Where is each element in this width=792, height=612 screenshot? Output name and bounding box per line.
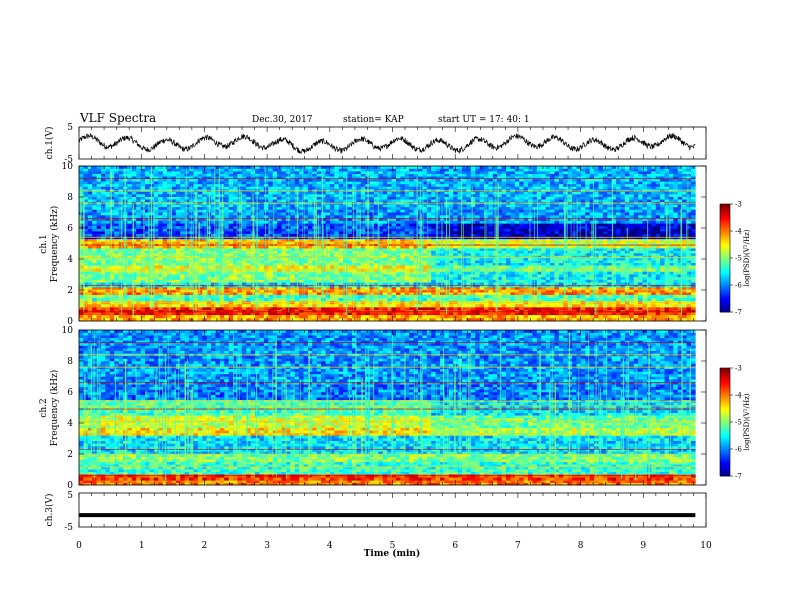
y-tick-label: 8 <box>67 193 73 203</box>
colorbar-tick-label: -6 <box>735 282 742 290</box>
colorbar-label: log(PSD)(V²/Hz) <box>743 229 751 286</box>
colorbar-tick-label: -7 <box>735 473 742 481</box>
x-axis-label: Time (min) <box>364 548 421 559</box>
ch1-spectrogram-panel: 0 2 4 6 8 10 ch.1 Frequency (kHz) -3 -4 -5 -6 -7 l… <box>39 162 751 327</box>
ch3-waveform-frame <box>78 492 707 528</box>
colorbar-tick-label: -5 <box>735 255 742 263</box>
ch3-ytick-bottom: -5 <box>64 523 73 533</box>
colorbar-tick-label: -4 <box>735 228 742 236</box>
ch3-waveform-ylabel: ch.3(V) <box>44 494 55 527</box>
x-tick-label: 1 <box>139 541 145 551</box>
ch1-ytick-bottom: -5 <box>64 155 73 165</box>
figure-title: VLF Spectra <box>79 111 156 125</box>
ch2-spectrogram-ylabel: Frequency (kHz) <box>49 370 60 447</box>
y-tick-label: 2 <box>67 286 73 296</box>
x-tick-label: 10 <box>700 541 712 551</box>
x-axis-tick-labels: 0 1 2 3 4 5 6 7 8 9 10 <box>76 541 712 551</box>
y-tick-label: 4 <box>67 419 73 429</box>
ch2-spectrogram-channel-label: ch.2 <box>39 398 49 417</box>
colorbar-tick-label: -7 <box>735 309 742 317</box>
ch1-spectrogram-ylabel: Frequency (kHz) <box>49 206 60 283</box>
colorbar-tick-label: -5 <box>735 419 742 427</box>
x-tick-label: 9 <box>640 541 646 551</box>
ch1-waveform-line <box>79 132 696 155</box>
ch3-waveform-panel: 5 -5 ch.3(V) <box>44 491 707 533</box>
y-tick-label: 4 <box>67 255 73 265</box>
y-tick-label: 8 <box>67 357 73 367</box>
ch1-waveform-ylabel: ch.1(V) <box>44 127 55 160</box>
y-tick-label: 6 <box>67 224 73 234</box>
ch3-ytick-top: 5 <box>67 491 73 501</box>
colorbar-tick-label: -4 <box>735 392 742 400</box>
ch1-spectrogram-channel-label: ch.1 <box>39 234 49 253</box>
y-tick-label: 2 <box>67 450 73 460</box>
colorbar-tick-label: -3 <box>735 201 742 209</box>
ch2-spectrogram-panel: 0 2 4 6 8 10 ch.2 Frequency (kHz) -3 -4 -5 -6 -7 l… <box>39 326 751 491</box>
colorbar-tick-label: -6 <box>735 446 742 454</box>
ch1-waveform-panel: 5 -5 ch.1(V) <box>44 123 707 165</box>
ch1-spectrogram-image <box>78 166 696 322</box>
figure-date: Dec.30, 2017 <box>252 115 313 125</box>
colorbar-label: log(PSD)(V²/Hz) <box>743 393 751 450</box>
y-tick-label: 10 <box>62 326 74 336</box>
x-tick-label: 6 <box>452 541 458 551</box>
x-tick-label: 2 <box>202 541 208 551</box>
ch1-colorbar: -3 -4 -5 -6 -7 log(PSD)(V²/Hz) <box>719 201 751 317</box>
x-tick-label: 0 <box>76 541 82 551</box>
x-tick-label: 7 <box>515 541 521 551</box>
ch2-spectrogram-image <box>78 330 696 486</box>
x-tick-label: 3 <box>264 541 270 551</box>
x-tick-label: 4 <box>327 541 333 551</box>
y-tick-label: 0 <box>67 481 73 491</box>
x-tick-label: 8 <box>578 541 584 551</box>
figure-station: station= KAP <box>343 115 404 125</box>
y-tick-label: 0 <box>67 317 73 327</box>
colorbar-tick-label: -3 <box>735 365 742 373</box>
ch2-colorbar: -3 -4 -5 -6 -7 log(PSD)(V²/Hz) <box>719 365 751 481</box>
ch1-ytick-top: 5 <box>67 123 73 133</box>
y-tick-label: 10 <box>62 162 74 172</box>
x-tick-label: 5 <box>390 541 396 551</box>
figure-start-time: start UT = 17: 40: 1 <box>438 115 530 125</box>
y-tick-label: 6 <box>67 388 73 398</box>
